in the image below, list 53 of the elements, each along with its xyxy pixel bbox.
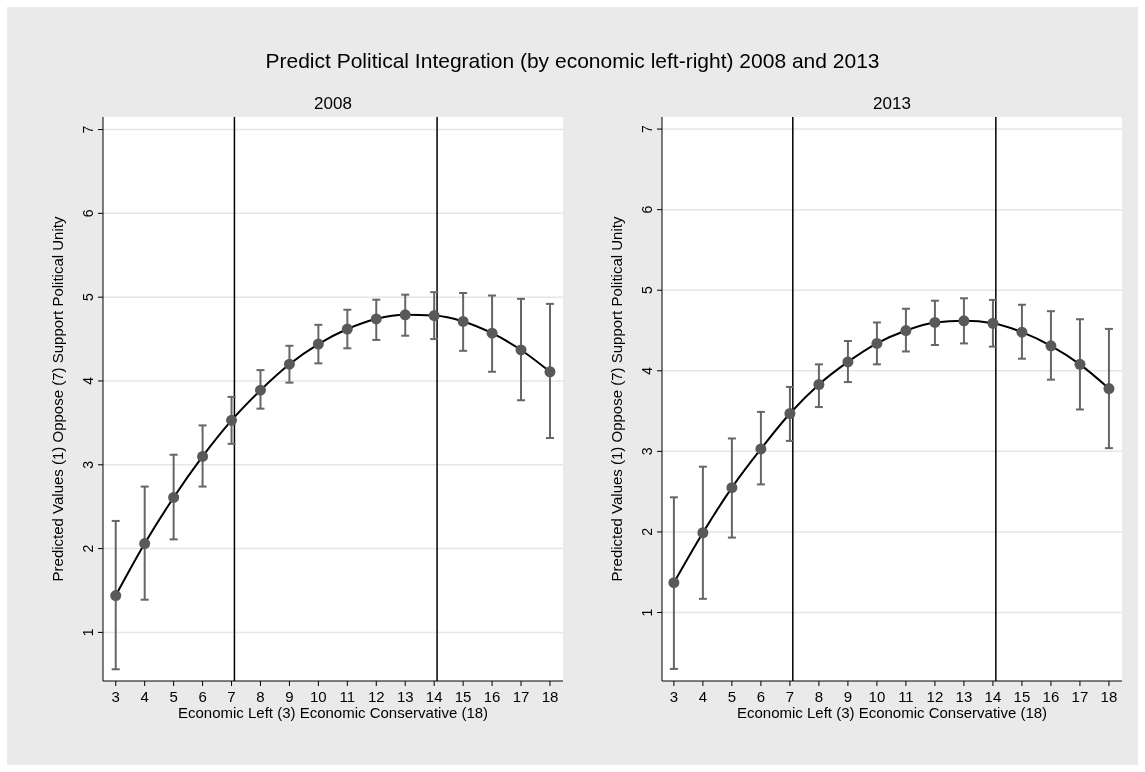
- x-tick-label: 14: [425, 688, 443, 705]
- x-tick-label: 7: [227, 688, 236, 705]
- x-tick-label: 11: [339, 688, 356, 705]
- x-tick-label: 18: [1100, 688, 1118, 705]
- chart-title: 2008: [314, 94, 352, 113]
- y-tick-label: 7: [639, 124, 655, 133]
- x-tick-label: 9: [285, 688, 294, 705]
- x-tick-label: 6: [756, 688, 766, 705]
- y-tick-label: 1: [639, 608, 655, 617]
- x-tick-label: 10: [310, 688, 327, 705]
- x-axis-title: Economic Left (3) Economic Conservative (18): [177, 704, 489, 721]
- x-tick-label: 14: [984, 688, 1002, 705]
- x-tick-label: 8: [256, 688, 265, 705]
- y-tick-label: 3: [80, 460, 96, 469]
- x-tick-label: 3: [111, 688, 120, 705]
- y-tick-label: 7: [80, 125, 96, 134]
- x-tick-label: 6: [198, 688, 207, 705]
- y-tick-label: 1: [80, 628, 96, 637]
- x-tick-label: 3: [669, 688, 679, 705]
- y-tick-label: 2: [80, 544, 96, 553]
- y-tick-label: 4: [639, 366, 655, 375]
- x-tick-label: 9: [843, 688, 853, 705]
- y-axis-title: Predicted Values (1) Oppose (7) Support Political Unity: [49, 216, 66, 582]
- x-tick-label: 10: [868, 688, 886, 705]
- x-tick-label: 17: [512, 688, 530, 705]
- y-axis-title: Predicted Values (1) Oppose (7) Support Political Unity: [608, 216, 625, 582]
- y-tick-label: 6: [80, 209, 96, 218]
- x-tick-label: 12: [367, 688, 385, 705]
- x-tick-label: 13: [955, 688, 973, 705]
- x-tick-label: 7: [785, 688, 795, 705]
- x-tick-label: 18: [541, 688, 559, 705]
- x-tick-label: 5: [169, 688, 178, 705]
- chart-title: 2013: [873, 94, 911, 113]
- y-tick-label: 5: [80, 293, 96, 302]
- y-tick-label: 3: [639, 447, 655, 456]
- y-tick-label: 4: [80, 376, 96, 385]
- x-tick-label: 17: [1071, 688, 1089, 705]
- x-tick-label: 15: [454, 688, 472, 705]
- x-tick-label: 16: [483, 688, 501, 705]
- x-tick-label: 16: [1042, 688, 1060, 705]
- x-tick-label: 4: [140, 688, 149, 705]
- y-tick-label: 2: [639, 527, 655, 536]
- x-tick-label: 8: [814, 688, 824, 705]
- text: Predict Political Integration (by economic left-right) 2008 and 2013: [265, 49, 880, 72]
- x-tick-label: 13: [396, 688, 414, 705]
- x-tick-label: 15: [1013, 688, 1031, 705]
- y-tick-label: 5: [639, 286, 655, 295]
- x-tick-label: 4: [698, 688, 708, 705]
- y-tick-label: 6: [639, 205, 655, 214]
- x-tick-label: 12: [926, 688, 944, 705]
- x-tick-label: 5: [727, 688, 737, 705]
- x-tick-label: 11: [898, 688, 914, 705]
- x-axis-title: Economic Left (3) Economic Conservative (18): [736, 704, 1048, 721]
